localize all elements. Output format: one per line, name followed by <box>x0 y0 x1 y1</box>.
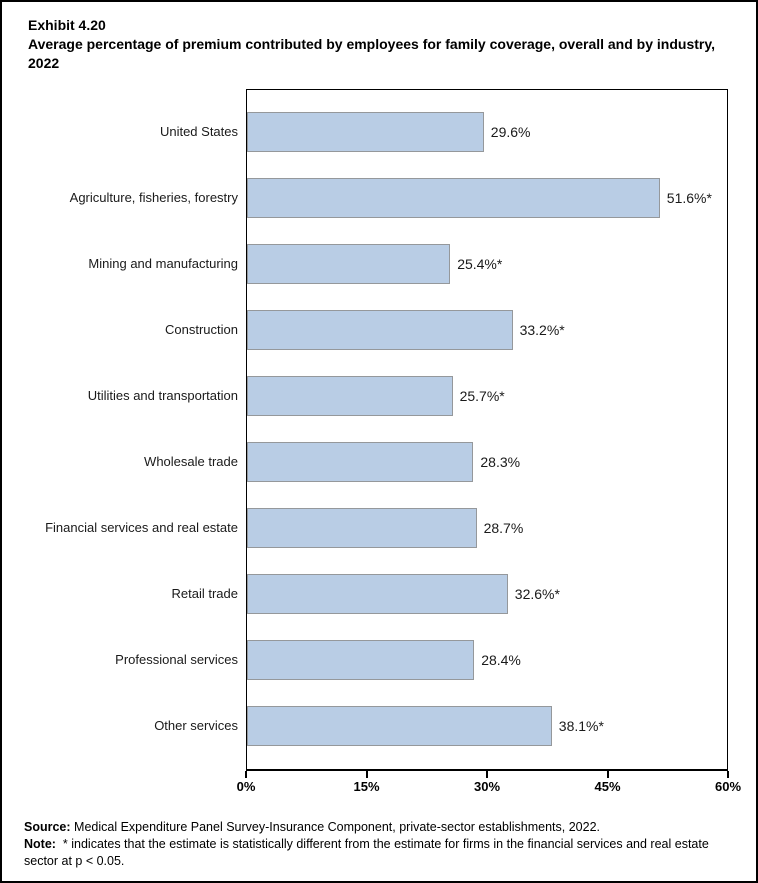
bar-row: 28.7% <box>247 495 727 561</box>
category-label: Wholesale trade <box>144 453 238 469</box>
bar-row: 25.4%* <box>247 231 727 297</box>
bar-chart: United States Agriculture, fisheries, for… <box>2 89 756 801</box>
bar-row: 28.4% <box>247 627 727 693</box>
bar <box>247 178 660 218</box>
plot-area: 29.6% 51.6%* 25.4%* 33.2%* 25.7%* 28.3% 28.7% 3… <box>246 89 728 771</box>
bar-value-label: 29.6% <box>490 124 531 140</box>
x-axis-tick-label: 30% <box>473 779 501 794</box>
bar <box>247 376 453 416</box>
bar <box>247 310 513 350</box>
bar-value-label: 28.4% <box>481 652 521 668</box>
bar-value-label: 32.6%* <box>514 586 560 602</box>
category-label: United States <box>159 123 238 139</box>
exhibit-number: Exhibit 4.20 <box>28 17 106 33</box>
bar <box>247 574 508 614</box>
bar <box>247 112 484 152</box>
bar <box>247 508 477 548</box>
bar-value-label: 38.1%* <box>558 718 604 734</box>
bar <box>247 244 451 284</box>
bar-value-label: 28.3% <box>480 454 521 470</box>
note-line: Note: * indicates that the estimate is s… <box>24 836 736 870</box>
category-label: Professional services <box>115 651 238 667</box>
bar-value-label: 51.6%* <box>666 190 712 206</box>
category-labels: United States Agriculture, fisheries, for… <box>2 89 246 758</box>
footnotes: Source: Medical Expenditure Panel Survey… <box>24 819 736 870</box>
x-axis-tick-label: 45% <box>594 779 621 794</box>
x-axis-tick <box>606 771 609 778</box>
category-label: Mining and manufacturing <box>88 255 238 271</box>
x-axis-tick <box>245 771 247 778</box>
bar-row: 32.6%* <box>247 561 727 627</box>
bar-row: 28.3% <box>247 429 727 495</box>
plot-column: 29.6% 51.6%* 25.4%* 33.2%* 25.7%* 28.3% 28.7% 3… <box>237 89 741 801</box>
bar-row: 25.7%* <box>247 363 727 429</box>
category-label: Utilities and transportation <box>87 387 238 403</box>
bar <box>247 640 475 680</box>
x-axis-tick-label: 0% <box>236 779 256 794</box>
page-title: Average percentage of premium contribute… <box>28 36 715 71</box>
category-label: Other services <box>154 717 238 733</box>
x-axis-tick-label: 60% <box>714 779 742 794</box>
x-axis-tick-label: 15% <box>353 779 380 794</box>
source-line: Source: Medical Expenditure Panel Survey… <box>24 819 736 836</box>
x-axis: 0% 15% 30% 45% 60% <box>237 771 741 801</box>
source-label: Source: <box>24 820 71 834</box>
bar-value-label: 28.7% <box>483 520 524 536</box>
bar-value-label: 25.4%* <box>457 256 503 272</box>
bar-row: 38.1%* <box>247 693 727 759</box>
bar <box>247 442 474 482</box>
bar-row: 33.2%* <box>247 297 727 363</box>
category-label: Agriculture, fisheries, forestry <box>69 189 238 205</box>
bar <box>247 706 552 746</box>
note-text: * indicates that the estimate is statist… <box>24 837 709 868</box>
source-text: Medical Expenditure Panel Survey-Insuran… <box>74 820 601 834</box>
bar-row: 51.6%* <box>247 165 727 231</box>
category-label: Financial services and real estate <box>45 519 238 535</box>
chart-header: Exhibit 4.20 Average percentage of premi… <box>28 16 756 73</box>
bar-value-label: 33.2%* <box>519 322 565 338</box>
bar-row: 29.6% <box>247 99 727 165</box>
note-label: Note: <box>24 837 56 851</box>
x-axis-tick <box>727 771 729 778</box>
x-axis-tick <box>486 771 488 778</box>
category-label: Construction <box>165 321 238 337</box>
bar-value-label: 25.7%* <box>459 388 505 404</box>
x-axis-tick <box>365 771 368 778</box>
category-label: Retail trade <box>171 585 238 601</box>
